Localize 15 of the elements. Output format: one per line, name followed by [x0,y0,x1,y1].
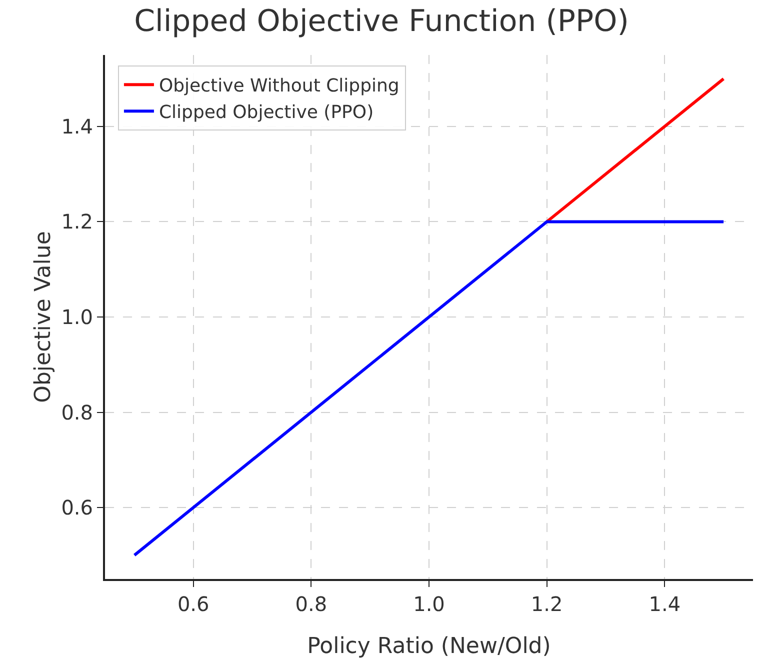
x-tick-label: 1.0 [413,592,445,616]
y-tick-label: 0.8 [61,400,93,424]
legend-label: Objective Without Clipping [158,76,400,97]
y-tick-label: 1.2 [61,210,93,234]
y-tick-label: 0.6 [61,496,93,520]
x-tick-label: 0.8 [295,592,328,616]
legend-label: Clipped Objective (PPO) [158,102,374,124]
y-tick-label: 1.0 [61,305,93,329]
x-tick-label: 1.4 [648,592,681,616]
y-tick-label: 1.4 [61,114,93,138]
x-tick-label: 0.6 [177,592,210,616]
y-axis-title: Objective Value [31,231,56,403]
x-axis-title: Policy Ratio (New/Old) [307,634,551,659]
x-tick-label: 1.2 [530,592,563,616]
chart-title: Clipped Objective Function (PPO) [134,4,629,39]
